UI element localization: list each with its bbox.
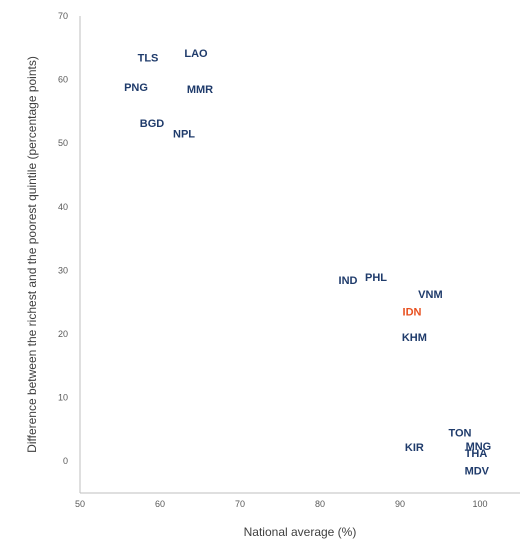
x-tick-label: 80: [315, 499, 325, 509]
point-label-mng: MNG: [466, 441, 492, 453]
y-tick-label: 50: [58, 138, 68, 148]
x-axis-ticks: 50 60 70 80 90 100: [75, 499, 488, 509]
x-tick-label: 90: [395, 499, 405, 509]
point-label-lao: LAO: [184, 48, 208, 60]
point-label-tha: THA: [465, 448, 488, 460]
y-axis-title: Difference between the richest and the p…: [25, 56, 39, 453]
x-tick-label: 70: [235, 499, 245, 509]
y-tick-label: 10: [58, 393, 68, 403]
x-tick-label: 100: [472, 499, 487, 509]
point-label-ind: IND: [339, 275, 358, 287]
point-label-idn: IDN: [403, 307, 422, 319]
y-tick-label: 70: [58, 11, 68, 21]
x-tick-label: 60: [155, 499, 165, 509]
y-tick-label: 60: [58, 75, 68, 85]
point-label-bgd: BGD: [140, 118, 165, 130]
data-points: TLS LAO PNG MMR BGD NPL IND PHL VNM IDN KHM TON KIR M…: [124, 48, 491, 478]
y-tick-label: 0: [63, 456, 68, 466]
point-label-mdv: MDV: [465, 466, 490, 478]
point-label-npl: NPL: [173, 129, 195, 141]
point-label-tls: TLS: [138, 52, 159, 64]
point-label-khm: KHM: [402, 332, 427, 344]
y-tick-label: 20: [58, 329, 68, 339]
point-label-ton: TON: [448, 428, 471, 440]
point-label-kir: KIR: [405, 442, 424, 454]
point-label-png: PNG: [124, 82, 148, 94]
point-label-vnm: VNM: [418, 289, 442, 301]
point-label-mmr: MMR: [187, 84, 213, 96]
y-tick-label: 30: [58, 265, 68, 275]
y-tick-label: 40: [58, 202, 68, 212]
axes: [79, 16, 520, 494]
point-label-phl: PHL: [365, 272, 387, 284]
y-axis-ticks: 0 10 20 30 40 50 60 70: [58, 11, 68, 466]
x-tick-label: 50: [75, 499, 85, 509]
x-axis-title: National average (%): [244, 525, 357, 539]
